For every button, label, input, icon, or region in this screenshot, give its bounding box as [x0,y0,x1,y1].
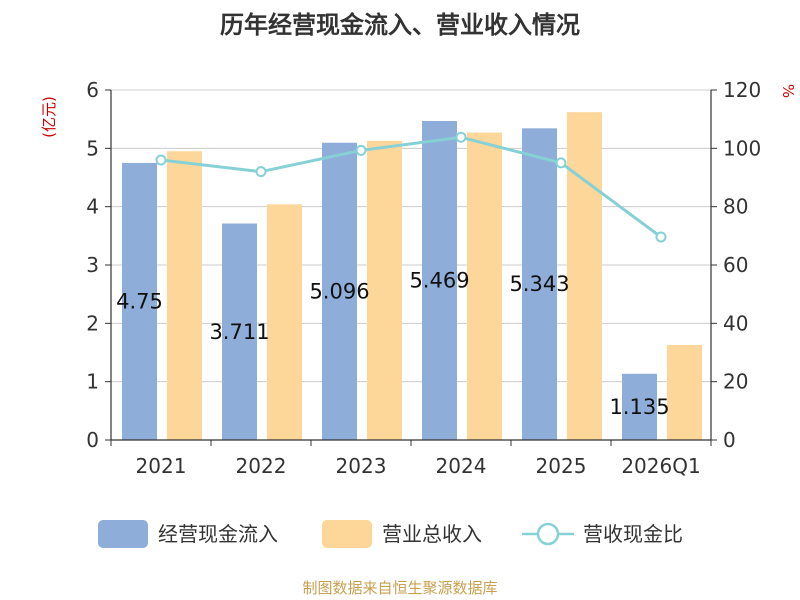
x-tick-label: 2022 [236,454,287,478]
bar-revenue [667,344,702,440]
data-label-cash-inflow: 5.469 [409,268,469,292]
bar-revenue [467,132,502,441]
legend-label-cash-inflow: 经营现金流入 [158,522,278,546]
source-note: 制图数据来自恒生聚源数据库 [302,579,497,597]
bar-revenue [567,112,602,441]
gridlines [111,89,711,383]
ratio-point [555,157,567,169]
bars [122,112,702,441]
y-left-tick-label: 0 [86,428,99,452]
chart-title: 历年经营现金流入、营业收入情况 [220,11,580,39]
x-tick-label: 2024 [436,454,487,478]
ratio-point [155,154,167,166]
legend-swatch-cash-inflow [98,520,148,548]
bar-revenue [167,151,202,440]
ratio-point [355,144,367,156]
y-right-tick-label: 40 [723,311,748,335]
y-right-tick-label: 80 [723,195,748,219]
bar-revenue [267,204,302,440]
bar-revenue [367,140,402,440]
bar-cash-inflow [422,120,457,440]
ratio-line-path [160,135,662,239]
x-tick-label: 2023 [336,454,387,478]
data-label-cash-inflow: 3.711 [209,320,269,344]
x-tick-label: 2026Q1 [621,454,700,478]
x-tick-label: 2021 [136,454,187,478]
y-right-tick-label: 60 [723,253,748,277]
y-right-tick-label: 120 [723,78,761,102]
y-left-tick-label: 6 [86,78,99,102]
y-right-tick-label: 0 [723,428,736,452]
bar-cash-inflow [622,373,657,440]
y-left-tick-label: 2 [86,311,99,335]
y-left-tick-label: 5 [86,136,99,160]
data-label-cash-inflow: 5.343 [509,272,569,296]
data-label-cash-inflow: 1.135 [609,395,669,419]
y-right-tick-label: 20 [723,370,748,394]
y-right-axis-label: % [779,84,797,98]
data-label-cash-inflow: 5.096 [309,279,369,303]
legend: 经营现金流入 营业总收入 营收现金比 [98,520,683,548]
ratio-point [455,131,467,143]
data-labels: 4.75 3.711 5.096 5.469 5.343 1.135 [116,268,669,418]
y-left-axis-label: (亿元) [40,96,58,138]
legend-swatch-revenue [322,520,372,548]
data-label-cash-inflow: 4.75 [116,289,163,313]
bar-cash-inflow [222,223,257,440]
y-left-tick-label: 3 [86,253,99,277]
y-left-tick-label: 1 [86,370,99,394]
legend-label-ratio: 营收现金比 [583,522,683,546]
x-tick-label: 2025 [536,454,587,478]
bar-cash-inflow [322,142,357,440]
ratio-point [255,166,267,178]
bar-cash-inflow [522,128,557,440]
bar-cash-inflow [122,162,157,440]
ratio-line [155,131,667,243]
ratio-point [655,231,667,243]
y-right-tick-label: 100 [723,136,761,160]
legend-label-revenue: 营业总收入 [382,522,482,546]
y-left-tick-label: 4 [86,195,99,219]
legend-marker-ratio [536,522,560,546]
